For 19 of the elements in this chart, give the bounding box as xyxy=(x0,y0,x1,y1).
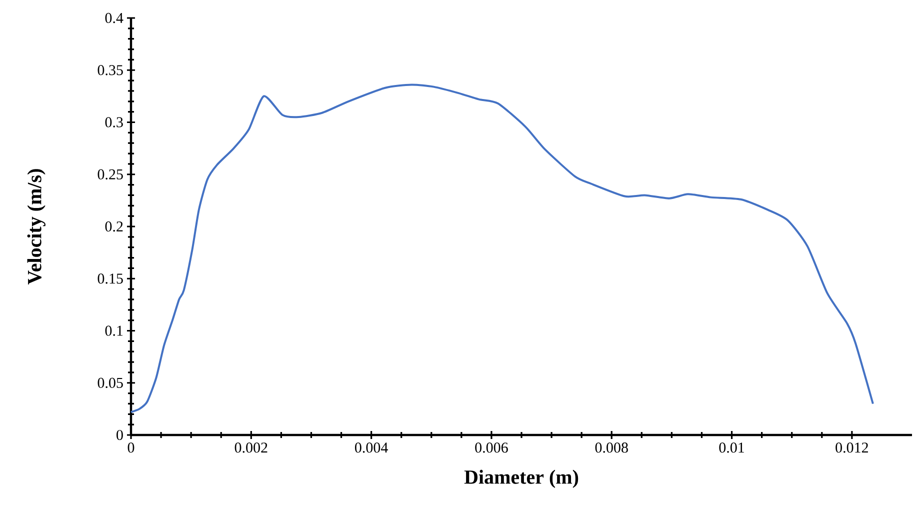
y-tick-label: 0.3 xyxy=(105,117,123,128)
x-tick-label: 0.012 xyxy=(836,442,868,453)
y-tick-label: 0.05 xyxy=(98,378,123,388)
y-axis-title: Velocity (m/s) xyxy=(27,169,46,285)
x-tick-label: 0.002 xyxy=(234,442,268,453)
x-tick-label: 0.01 xyxy=(719,442,744,453)
x-tick-label: 0.008 xyxy=(595,442,628,453)
y-tick-label: 0.4 xyxy=(105,12,124,24)
y-tick-label: 0.1 xyxy=(105,326,123,336)
x-axis-title: Diameter (m) xyxy=(464,470,578,488)
y-tick-label: 0.15 xyxy=(98,274,123,284)
y-tick-label: 0 xyxy=(116,430,123,440)
y-tick-label: 0.25 xyxy=(98,169,123,180)
line-series xyxy=(130,84,874,414)
x-tick-label: 0 xyxy=(128,442,134,453)
y-tick-label: 0.2 xyxy=(105,221,123,232)
x-tick-label: 0.006 xyxy=(475,442,508,453)
y-tick-label: 0.35 xyxy=(98,65,123,76)
x-tick-label: 0.004 xyxy=(355,442,388,453)
